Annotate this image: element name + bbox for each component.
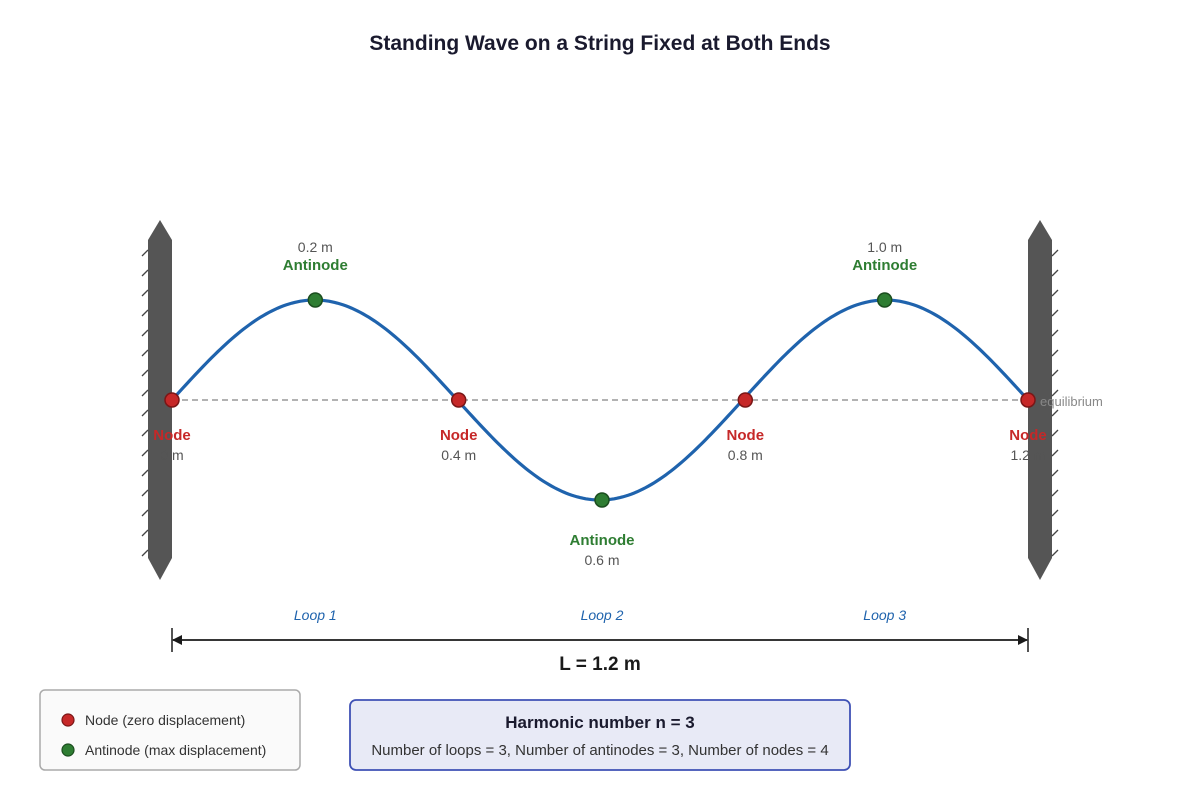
legend-node-marker bbox=[61, 713, 75, 727]
antinode-3: 1.0 m Antinode bbox=[852, 239, 917, 308]
legend: Node (zero displacement) Antinode (max d… bbox=[39, 689, 301, 771]
node-marker bbox=[737, 392, 754, 408]
antinode-position: 0.2 m bbox=[298, 239, 333, 255]
node-marker bbox=[164, 392, 180, 408]
node-2: Node 0.4 m bbox=[440, 392, 478, 463]
antinode-marker bbox=[307, 292, 324, 308]
length-dimension: L = 1.2 m bbox=[171, 628, 1029, 675]
loop-2-label: Loop 2 bbox=[581, 607, 624, 623]
loop-1-label: Loop 1 bbox=[294, 607, 337, 623]
node-label: Node bbox=[1009, 427, 1047, 444]
length-label: L = 1.2 m bbox=[559, 654, 641, 675]
node-1: Node 0 m bbox=[153, 392, 191, 463]
node-position: 0 m bbox=[160, 447, 183, 463]
node-label: Node bbox=[440, 427, 478, 444]
antinode-2: Antinode 0.6 m bbox=[570, 492, 635, 568]
antinode-marker bbox=[594, 492, 610, 508]
equilibrium-label: equilibrium bbox=[1040, 394, 1103, 409]
node-position: 0.8 m bbox=[728, 447, 763, 463]
legend-node-text: Node (zero displacement) bbox=[85, 712, 245, 728]
node-marker bbox=[450, 392, 467, 408]
node-label: Node bbox=[153, 427, 191, 444]
antinode-position: 0.6 m bbox=[584, 552, 619, 568]
wave-curve bbox=[170, 298, 1030, 502]
antinode-marker bbox=[876, 292, 893, 308]
node-4: Node 1.2 m bbox=[1009, 392, 1047, 463]
legend-antinode-marker bbox=[61, 743, 75, 757]
loop-3-label: Loop 3 bbox=[863, 607, 906, 623]
antinode-label: Antinode bbox=[570, 532, 635, 549]
diagram-title: Standing Wave on a String Fixed at Both … bbox=[369, 32, 830, 55]
harmonic-info-box: Harmonic number n = 3 Number of loops = … bbox=[349, 699, 851, 771]
harmonic-title: Harmonic number n = 3 bbox=[505, 713, 694, 732]
node-label: Node bbox=[727, 427, 765, 444]
antinode-1: 0.2 m Antinode bbox=[283, 239, 348, 308]
legend-antinode-text: Antinode (max displacement) bbox=[85, 742, 266, 758]
antinode-label: Antinode bbox=[852, 257, 917, 274]
antinode-label: Antinode bbox=[283, 257, 348, 274]
node-position: 1.2 m bbox=[1010, 447, 1045, 463]
antinode-position: 1.0 m bbox=[867, 239, 902, 255]
node-marker bbox=[1020, 392, 1036, 408]
node-position: 0.4 m bbox=[441, 447, 476, 463]
node-3: Node 0.8 m bbox=[727, 392, 765, 463]
right-wall bbox=[1028, 220, 1059, 580]
harmonic-detail: Number of loops = 3, Number of antinodes… bbox=[371, 742, 828, 759]
